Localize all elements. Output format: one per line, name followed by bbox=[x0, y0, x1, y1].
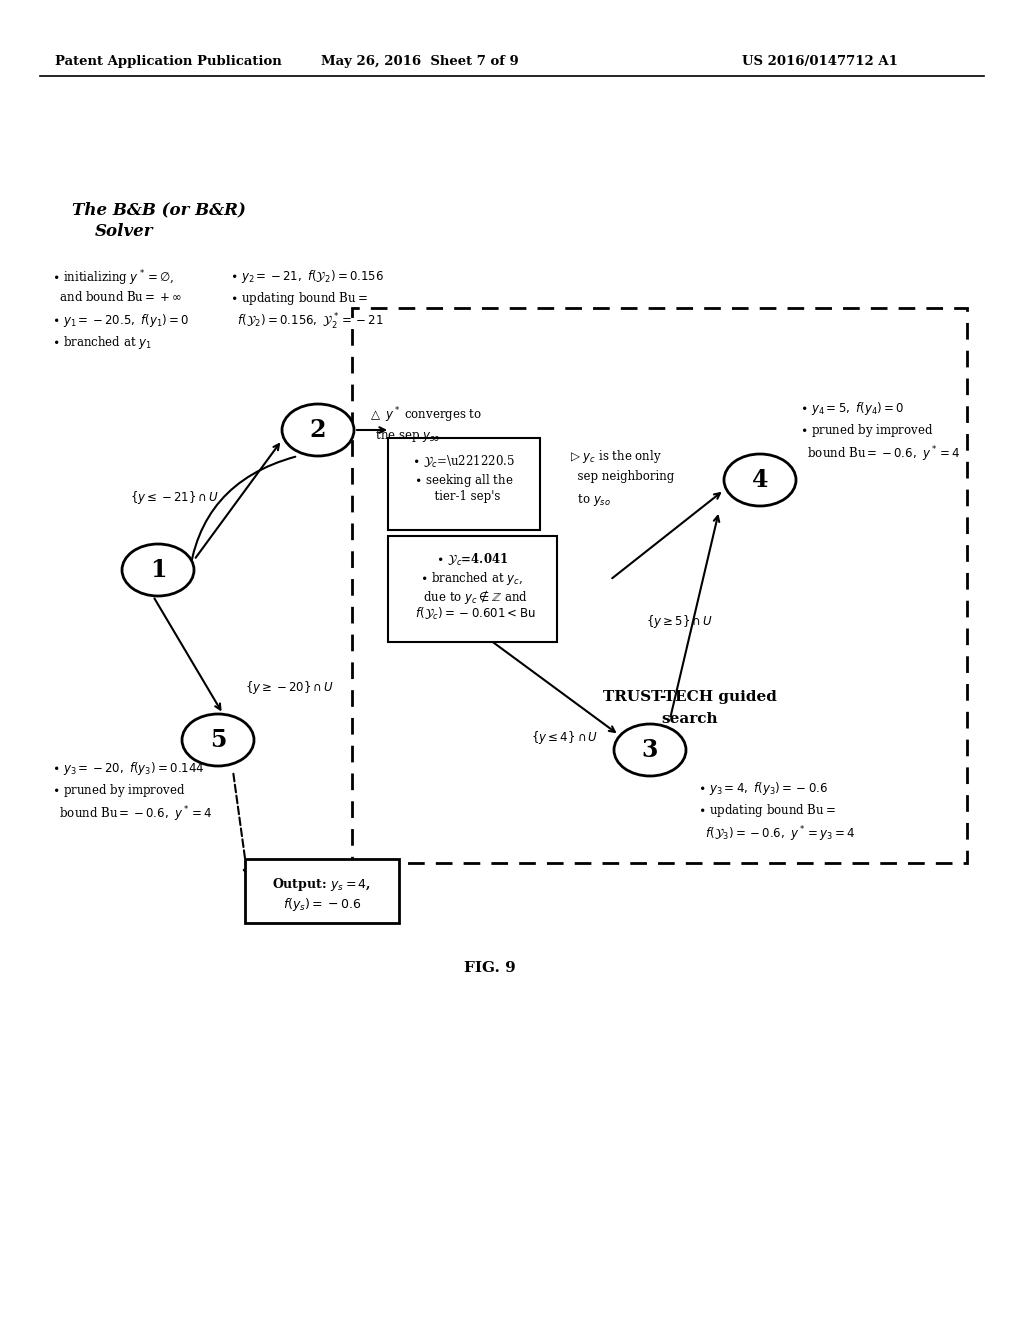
Text: search: search bbox=[662, 711, 718, 726]
Text: $\bullet$ initializing $y^*=\emptyset$,: $\bullet$ initializing $y^*=\emptyset$, bbox=[52, 268, 174, 288]
Ellipse shape bbox=[182, 714, 254, 766]
FancyBboxPatch shape bbox=[245, 859, 399, 923]
Text: 1: 1 bbox=[150, 558, 166, 582]
Text: sep neighboring: sep neighboring bbox=[570, 470, 674, 483]
Text: $\bullet$ updating bound Bu$=$: $\bullet$ updating bound Bu$=$ bbox=[230, 290, 368, 308]
Text: $f(y_s)=-0.6$: $f(y_s)=-0.6$ bbox=[283, 896, 361, 913]
Text: $\{y\geq-20\}\cap U$: $\{y\geq-20\}\cap U$ bbox=[245, 680, 334, 697]
Text: TRUST-TECH guided: TRUST-TECH guided bbox=[603, 690, 777, 704]
Text: $f(\mathcal{Y}_c)=-0.601<\mathrm{Bu}$: $f(\mathcal{Y}_c)=-0.601<\mathrm{Bu}$ bbox=[409, 606, 536, 622]
Text: $f(\mathcal{Y}_3)=-0.6,\ y^*=y_3=4$: $f(\mathcal{Y}_3)=-0.6,\ y^*=y_3=4$ bbox=[698, 824, 856, 843]
Text: 4: 4 bbox=[752, 469, 768, 492]
Text: Solver: Solver bbox=[95, 223, 154, 240]
Text: $\bullet$ branched at $y_c$,: $\bullet$ branched at $y_c$, bbox=[421, 570, 523, 587]
Text: $f(\mathcal{Y}_2)=0.156,\ \mathcal{Y}_2^*=-21$: $f(\mathcal{Y}_2)=0.156,\ \mathcal{Y}_2^… bbox=[230, 312, 384, 333]
Text: $\bullet$ $y_1=-20.5,\ f(y_1)=0$: $\bullet$ $y_1=-20.5,\ f(y_1)=0$ bbox=[52, 312, 189, 329]
Text: $\{y\leq4\}\cap U$: $\{y\leq4\}\cap U$ bbox=[531, 730, 599, 747]
Text: $\{y\geq5\}\cap U$: $\{y\geq5\}\cap U$ bbox=[646, 614, 714, 631]
Text: The B&B (or B&R): The B&B (or B&R) bbox=[72, 202, 246, 219]
Text: $\bullet$ $y_3=4,\ f(y_3)=-0.6$: $\bullet$ $y_3=4,\ f(y_3)=-0.6$ bbox=[698, 780, 828, 797]
Text: $\bullet$ $\mathcal{Y}_{c}$=4.041: $\bullet$ $\mathcal{Y}_{c}$=4.041 bbox=[436, 552, 508, 568]
Text: $\bullet$ seeking all the: $\bullet$ seeking all the bbox=[414, 473, 514, 488]
Text: $\bullet$ pruned by improved: $\bullet$ pruned by improved bbox=[52, 781, 185, 799]
Text: $\{y\leq-21\}\cap U$: $\{y\leq-21\}\cap U$ bbox=[130, 490, 219, 507]
Text: $\bullet$ $\mathcal{Y}_{c}$=\u221220.5: $\bullet$ $\mathcal{Y}_{c}$=\u221220.5 bbox=[413, 454, 515, 470]
Text: the sep $y_{so}$: the sep $y_{so}$ bbox=[368, 426, 440, 444]
Text: $\bullet$ branched at $y_1$: $\bullet$ branched at $y_1$ bbox=[52, 334, 152, 351]
Ellipse shape bbox=[614, 723, 686, 776]
Text: Output: $y_s=4$,: Output: $y_s=4$, bbox=[272, 876, 372, 894]
FancyBboxPatch shape bbox=[388, 438, 540, 531]
Text: $\bullet$ $y_2=-21,\ f(\mathcal{Y}_2)=0.156$: $\bullet$ $y_2=-21,\ f(\mathcal{Y}_2)=0.… bbox=[230, 268, 384, 285]
Ellipse shape bbox=[282, 404, 354, 455]
Text: US 2016/0147712 A1: US 2016/0147712 A1 bbox=[742, 55, 898, 69]
Text: $\bullet$ pruned by improved: $\bullet$ pruned by improved bbox=[800, 422, 933, 440]
Ellipse shape bbox=[122, 544, 194, 597]
Text: $\bullet$ $y_4=5,\ f(y_4)=0$: $\bullet$ $y_4=5,\ f(y_4)=0$ bbox=[800, 400, 904, 417]
Text: $\bullet$ $y_3=-20,\ f(y_3)=0.144$: $\bullet$ $y_3=-20,\ f(y_3)=0.144$ bbox=[52, 760, 205, 777]
Text: May 26, 2016  Sheet 7 of 9: May 26, 2016 Sheet 7 of 9 bbox=[322, 55, 519, 69]
Text: $\triangleright$ $y_c$ is the only: $\triangleright$ $y_c$ is the only bbox=[570, 447, 662, 465]
FancyBboxPatch shape bbox=[388, 536, 557, 642]
Text: Patent Application Publication: Patent Application Publication bbox=[55, 55, 282, 69]
Text: due to $y_c\notin\mathbb{Z}$ and: due to $y_c\notin\mathbb{Z}$ and bbox=[416, 587, 527, 606]
Text: and bound Bu$=+\infty$: and bound Bu$=+\infty$ bbox=[52, 290, 182, 304]
Text: tier-1 sep's: tier-1 sep's bbox=[427, 490, 501, 503]
Text: $\bullet$ updating bound Bu$=$: $\bullet$ updating bound Bu$=$ bbox=[698, 803, 837, 818]
Ellipse shape bbox=[724, 454, 796, 506]
Text: 5: 5 bbox=[210, 729, 226, 752]
Text: bound Bu$=-0.6,\ y^*=4$: bound Bu$=-0.6,\ y^*=4$ bbox=[52, 804, 213, 824]
Text: bound Bu$=-0.6,\ y^*=4$: bound Bu$=-0.6,\ y^*=4$ bbox=[800, 444, 961, 463]
Text: 3: 3 bbox=[642, 738, 658, 762]
Text: 2: 2 bbox=[309, 418, 327, 442]
Text: to $y_{so}$: to $y_{so}$ bbox=[570, 492, 611, 508]
Text: FIG. 9: FIG. 9 bbox=[464, 961, 516, 975]
Text: $\triangle$ $y^*$ converges to: $\triangle$ $y^*$ converges to bbox=[368, 405, 482, 425]
